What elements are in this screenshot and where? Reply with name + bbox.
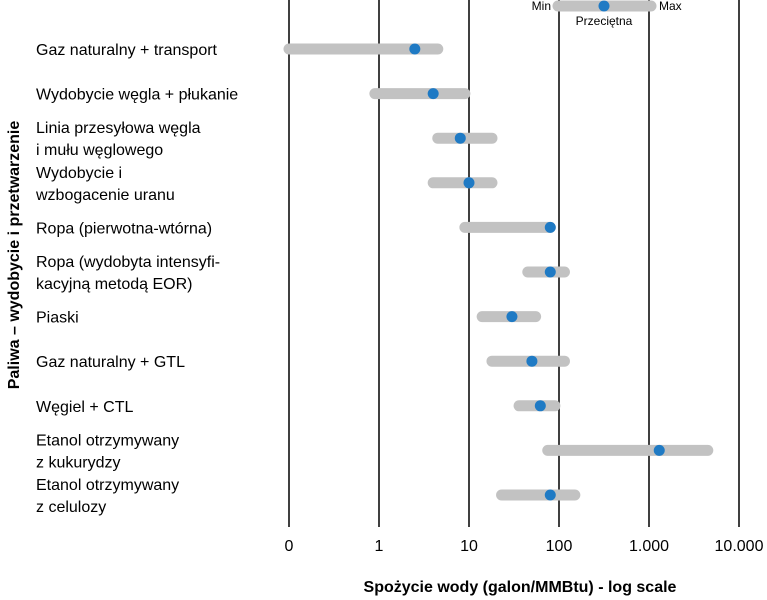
legend-min-label: Min [532, 0, 551, 13]
category-label: Linia przesyłowa węgla i mułu węglowego [36, 120, 201, 159]
x-tick-label: 100 [546, 538, 573, 555]
y-axis-title: Paliwa – wydobycie i przetwarzenie [6, 121, 23, 390]
average-point [534, 400, 546, 412]
average-point [544, 221, 556, 233]
x-tick-label: 0 [285, 538, 294, 555]
average-point [506, 311, 518, 323]
category-label-line: Ropa (wydobyta intensyfi- [36, 254, 220, 271]
category-label: Wydobycie i wzbogacenie uranu [35, 165, 175, 204]
category-label: Piaski [36, 310, 79, 327]
x-axis-title: Spożycie wody (galon/MMBtu) - log scale [364, 579, 677, 596]
average-point [653, 444, 665, 456]
category-label: Ropa (pierwotna-wtórna) [36, 220, 212, 237]
average-point [526, 355, 538, 367]
category-label: Gaz naturalny + transport [36, 42, 218, 59]
average-point [544, 489, 556, 501]
category-label-line: Wydobycie węgla + płukanie [36, 87, 238, 104]
category-label-line: Linia przesyłowa węgla [36, 120, 201, 137]
legend-max-label: Max [659, 0, 682, 13]
legend: Min Max Przeciętna [532, 0, 682, 28]
category-label-line: i mułu węglowego [36, 142, 163, 159]
average-point [454, 132, 466, 144]
category-label-line: Gaz naturalny + transport [36, 42, 218, 59]
x-tick-label: 10.000 [715, 538, 764, 555]
category-label: Etanol otrzymywany z kukurydzy [36, 432, 179, 471]
category-label-line: wzbogacenie uranu [35, 187, 175, 204]
category-label-line: Ropa (pierwotna-wtórna) [36, 220, 212, 237]
category-label: Węgiel + CTL [36, 399, 133, 416]
category-label: Wydobycie węgla + płukanie [36, 87, 238, 104]
category-label: Gaz naturalny + GTL [36, 354, 185, 371]
legend-average-label: Przeciętna [576, 14, 633, 28]
legend-average-point [598, 0, 610, 12]
category-label-line: Wydobycie i [36, 165, 122, 182]
x-tick-label: 1 [375, 538, 384, 555]
category-label-line: Węgiel + CTL [36, 399, 133, 416]
category-labels: Gaz naturalny + transport Wydobycie węgla… [35, 42, 238, 516]
category-label-line: Piaski [36, 310, 79, 327]
x-tick-labels: 0 1 10 100 1.000 10.000 [285, 538, 764, 555]
x-tick-label: 1.000 [629, 538, 669, 555]
category-label: Etanol otrzymywany z celulozy [36, 477, 179, 516]
average-point [544, 266, 556, 278]
average-point [427, 88, 439, 100]
range-bars [283, 43, 714, 501]
category-label-line: Etanol otrzymywany [36, 432, 179, 449]
category-label-line: Gaz naturalny + GTL [36, 354, 185, 371]
average-point [463, 177, 475, 189]
category-label: Ropa (wydobyta intensyfi-kacyjną metodą … [36, 254, 220, 293]
category-label-line: kacyjną metodą EOR) [36, 276, 193, 293]
x-tick-label: 10 [460, 538, 478, 555]
average-points [409, 43, 665, 501]
category-label-line: z kukurydzy [36, 454, 120, 471]
average-point [409, 43, 421, 55]
category-label-line: Etanol otrzymywany [36, 477, 179, 494]
category-label-line: z celulozy [36, 499, 106, 516]
grid-lines [288, 0, 740, 527]
